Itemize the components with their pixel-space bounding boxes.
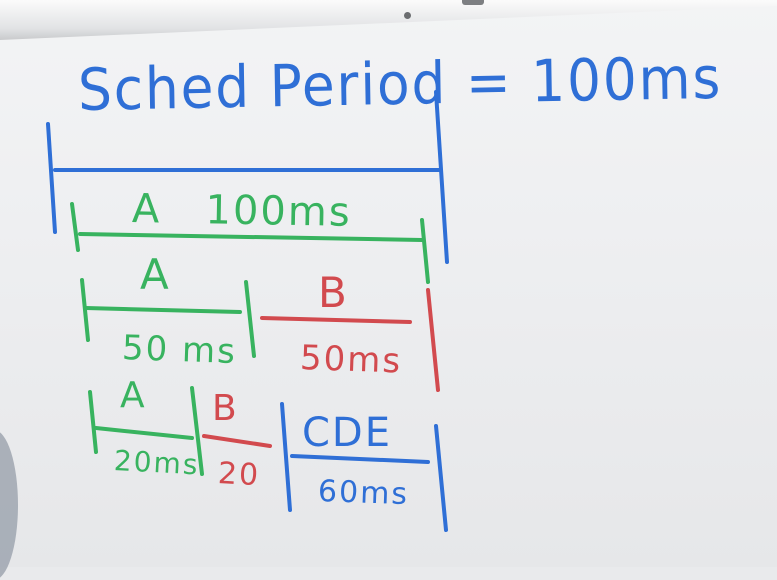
a100-left-tick [70,202,80,252]
row2-a-duration: 50 ms [121,328,238,372]
row1-duration: 100ms [205,187,353,236]
a-20ms-bracket [88,386,204,476]
a50-line [84,306,242,314]
cde-line [290,454,430,464]
tray-clip [462,0,484,5]
sched-period-bracket [46,90,449,264]
row3-cde-task: CDE [302,410,393,456]
a20-line [94,426,194,440]
row2-b-task: B [318,268,349,317]
row2-b-duration: 50ms [299,338,403,382]
tray-screw [404,12,411,19]
presenter-shadow [0,430,18,580]
cde-right-tick [434,424,448,532]
a20-left-tick [88,390,98,454]
b-20-bracket [202,434,272,448]
a-50ms-bracket [80,278,256,358]
a-100ms-bracket [70,202,430,284]
cde-60ms-bracket [280,402,448,532]
b50-right-tick [426,288,440,392]
row3-a-task: A [120,375,147,416]
period-left-tick [46,122,57,234]
a50-left-tick [80,278,90,342]
a100-line [78,232,424,242]
a50-right-tick [244,280,256,358]
ink-strokes [46,90,449,532]
row1-label: A 100ms [132,186,352,236]
sched-period-title: Sched Period = 100ms [77,43,723,124]
b-50ms-bracket [260,288,440,392]
b50-line [260,316,412,324]
b20-line [202,434,272,448]
row3-a-duration: 20ms [113,444,201,482]
a20-right-tick [190,386,204,476]
period-right-tick [434,90,449,264]
row3-b-duration: 20 [217,456,262,494]
a100-right-tick [420,218,430,284]
row3-b-task: B [212,388,239,429]
cde-left-tick [280,402,292,512]
row2-a-task: A [140,250,171,299]
row3-cde-duration: 60ms [317,474,410,513]
row1-task: A [131,186,162,233]
